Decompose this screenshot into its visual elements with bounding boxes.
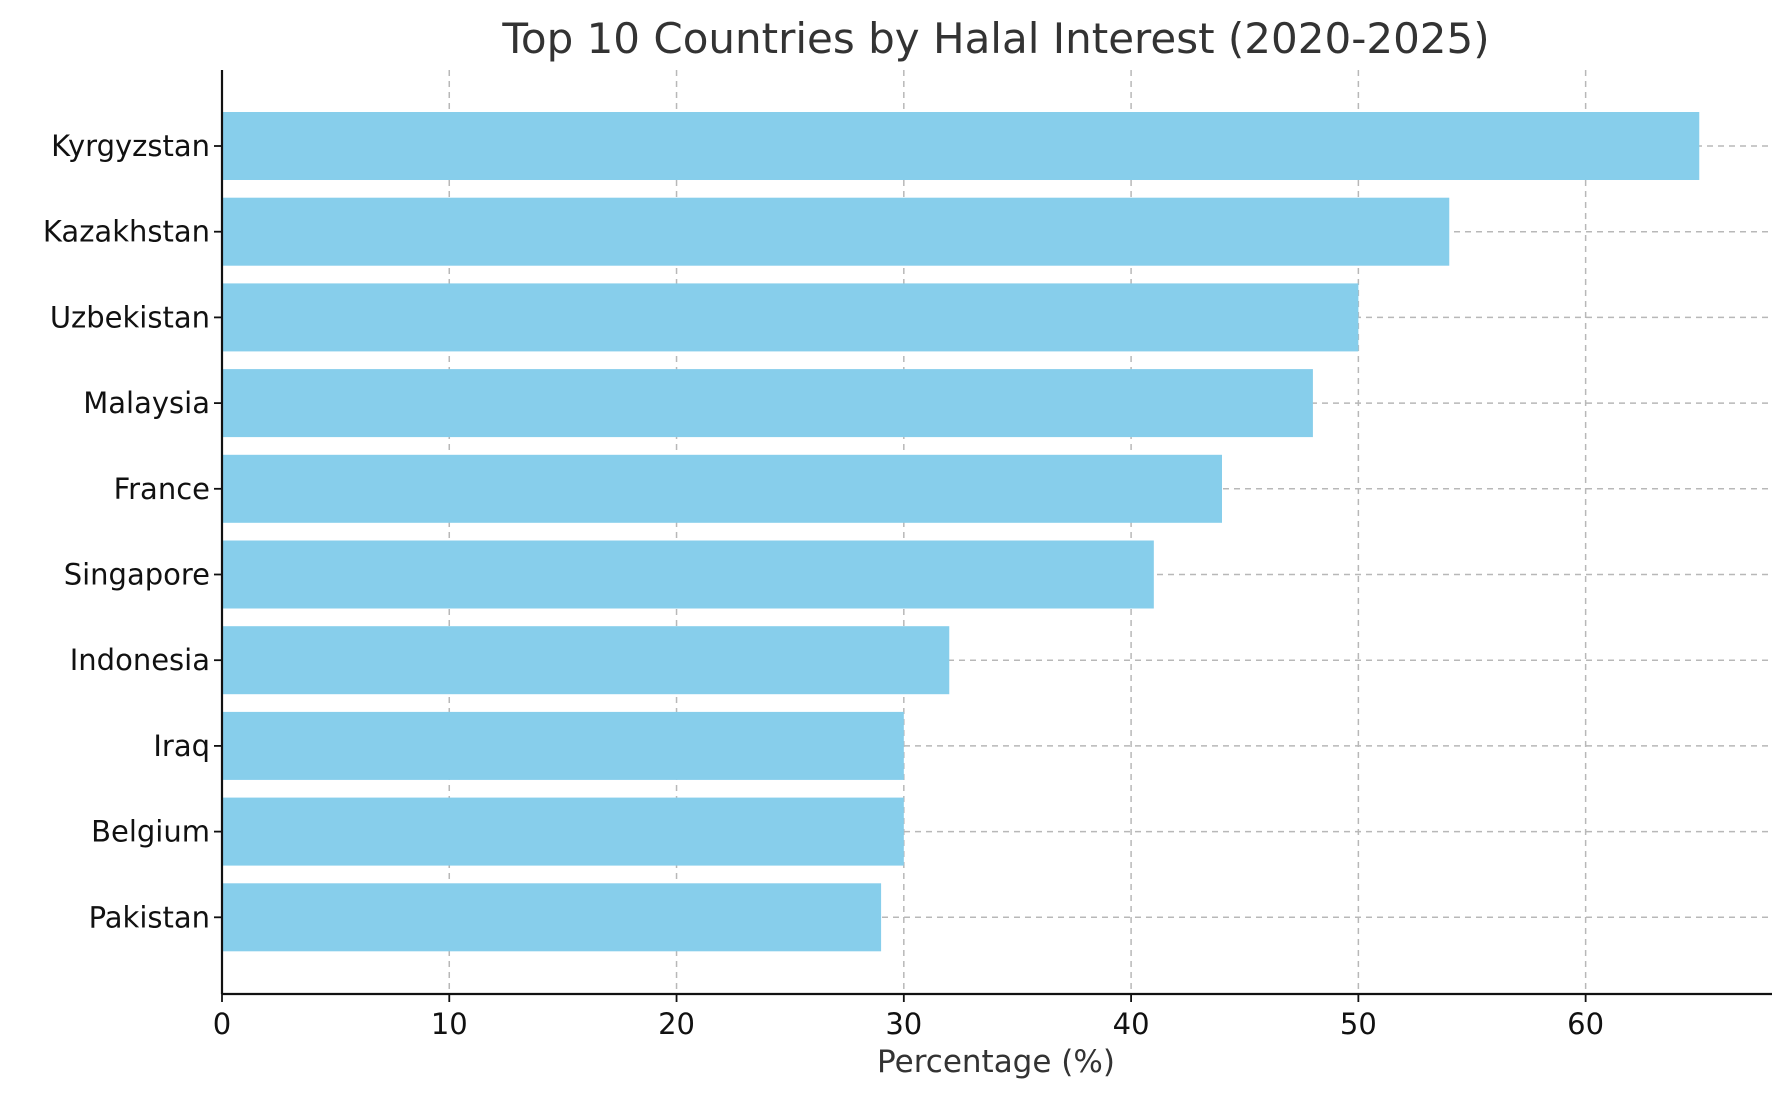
x-tick-label-50: 50 [1340, 1007, 1377, 1041]
y-tick-label-iraq: Iraq [153, 729, 210, 763]
bar-layer [222, 112, 1700, 952]
chart-title: Top 10 Countries by Halal Interest (2020… [501, 14, 1489, 63]
x-tick-label-10: 10 [431, 1007, 468, 1041]
x-tick-label-20: 20 [658, 1007, 695, 1041]
y-tick-label-france: France [114, 472, 210, 506]
bar-kyrgyzstan [222, 112, 1700, 180]
x-tick-label-40: 40 [1113, 1007, 1150, 1041]
tick-layer: 0 10 20 30 40 50 60 Kyrgyzstan Kazakhstan Uzbekis… [43, 129, 1604, 1041]
bar-indonesia [222, 626, 950, 695]
bar-kazakhstan [222, 197, 1450, 266]
bar-france [222, 454, 1222, 523]
bar-singapore [222, 540, 1154, 609]
y-tick-label-singapore: Singapore [64, 558, 210, 592]
axis-layer [220, 70, 1772, 996]
y-tick-label-indonesia: Indonesia [70, 643, 210, 677]
bar-malaysia [222, 369, 1313, 438]
y-tick-label-pakistan: Pakistan [89, 900, 210, 934]
x-tick-label-0: 0 [213, 1007, 231, 1041]
bar-belgium [222, 797, 904, 866]
x-tick-label-30: 30 [885, 1007, 922, 1041]
bar-pakistan [222, 883, 882, 952]
bar-iraq [222, 711, 904, 780]
y-tick-label-kazakhstan: Kazakhstan [43, 215, 210, 249]
y-tick-label-malaysia: Malaysia [83, 386, 210, 420]
y-tick-label-belgium: Belgium [91, 815, 210, 849]
y-tick-label-kyrgyzstan: Kyrgyzstan [51, 129, 210, 163]
x-axis-label: Percentage (%) [877, 1044, 1115, 1080]
x-tick-label-60: 60 [1567, 1007, 1604, 1041]
bar-uzbekistan [222, 283, 1359, 352]
y-tick-label-uzbekistan: Uzbekistan [50, 300, 210, 334]
